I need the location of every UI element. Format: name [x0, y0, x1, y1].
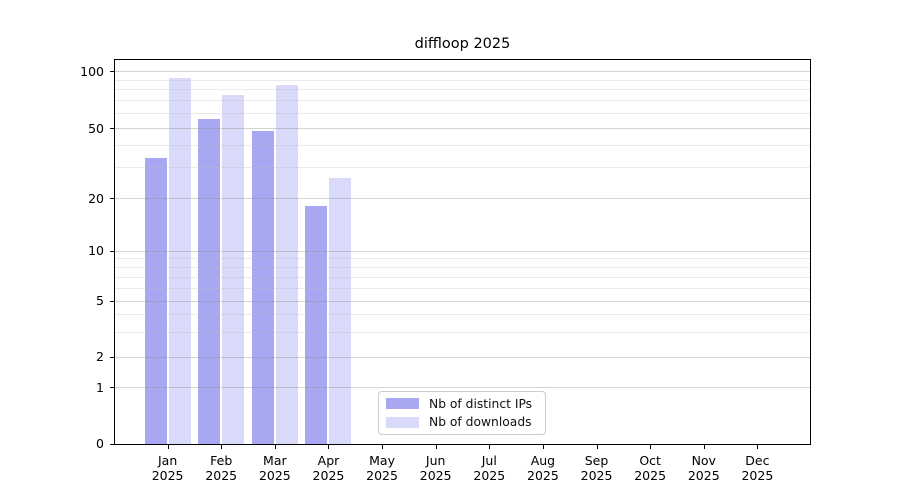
- gridline-minor-y-9: [115, 258, 810, 260]
- legend-label-distinct-ips: Nb of distinct IPs: [429, 396, 533, 411]
- y-tick-label-1: 1: [96, 379, 104, 395]
- legend-item-distinct-ips: Nb of distinct IPs: [386, 396, 538, 412]
- chart-title: diffloop 2025: [414, 36, 511, 52]
- y-tick-mark-1: [110, 387, 114, 388]
- bar-nb-of-downloads-feb: [222, 94, 245, 444]
- x-tick-label-mar: Mar 2025: [258, 453, 291, 483]
- x-tick-label-jun: Jun 2025: [419, 453, 452, 483]
- bar-nb-of-distinct-ips-jan: [144, 157, 167, 444]
- x-tick-mark-jul: [489, 445, 491, 449]
- bar-nb-of-distinct-ips-apr: [305, 206, 328, 444]
- y-tick-label-10: 10: [88, 243, 104, 259]
- gridline-minor-y-60: [115, 113, 810, 115]
- x-tick-mark-oct: [650, 445, 652, 449]
- legend-swatch-downloads: [386, 416, 419, 428]
- x-tick-label-aug: Aug 2025: [527, 453, 559, 483]
- y-tick-mark-10: [110, 250, 114, 252]
- legend-label-downloads: Nb of downloads: [429, 415, 532, 430]
- x-tick-mark-feb: [221, 445, 223, 449]
- y-tick-mark-5: [110, 300, 114, 302]
- y-tick-mark-2: [110, 356, 114, 358]
- legend: Nb of distinct IPs Nb of downloads: [378, 391, 546, 435]
- x-tick-label-nov: Nov 2025: [687, 453, 720, 483]
- bar-nb-of-downloads-mar: [275, 85, 298, 444]
- gridline-y-100: [115, 71, 810, 72]
- y-tick-mark-100: [110, 71, 114, 72]
- y-tick-label-20: 20: [88, 190, 104, 206]
- x-tick-label-sep: Sep 2025: [580, 453, 613, 483]
- gridline-minor-y-8: [115, 266, 810, 268]
- legend-swatch-distinct-ips: [386, 398, 419, 410]
- x-tick-mark-jan: [167, 445, 169, 449]
- gridline-y-1: [115, 387, 810, 388]
- gridline-y-20: [115, 198, 810, 200]
- bar-nb-of-downloads-jan: [168, 77, 191, 444]
- gridline-minor-y-80: [115, 89, 810, 91]
- y-tick-mark-20: [110, 198, 114, 200]
- x-tick-label-jul: Jul 2025: [473, 453, 506, 483]
- gridline-y-50: [115, 128, 810, 130]
- x-tick-mark-mar: [274, 445, 276, 449]
- gridline-minor-y-90: [115, 79, 810, 81]
- x-tick-label-jan: Jan 2025: [151, 453, 184, 483]
- gridline-minor-y-6: [115, 287, 810, 289]
- x-tick-mark-nov: [703, 445, 705, 449]
- gridline-minor-y-7: [115, 276, 810, 278]
- gridline-y-2: [115, 356, 810, 358]
- y-tick-mark-0: [110, 443, 114, 445]
- gridline-minor-y-3: [115, 331, 810, 333]
- x-tick-label-apr: Apr 2025: [312, 453, 345, 483]
- y-tick-label-100: 100: [80, 63, 104, 79]
- gridline-y-10: [115, 250, 810, 252]
- x-tick-mark-sep: [596, 445, 598, 449]
- gridline-y-5: [115, 300, 810, 302]
- x-tick-mark-jun: [435, 445, 437, 449]
- x-tick-label-feb: Feb 2025: [205, 453, 238, 483]
- gridline-minor-y-70: [115, 100, 810, 102]
- y-tick-label-5: 5: [96, 293, 104, 309]
- x-tick-mark-aug: [542, 445, 544, 449]
- x-tick-mark-may: [382, 445, 384, 449]
- y-tick-label-2: 2: [96, 349, 104, 365]
- y-tick-label-0: 0: [96, 436, 104, 452]
- x-tick-mark-dec: [757, 445, 759, 449]
- y-tick-mark-50: [110, 128, 114, 130]
- x-tick-mark-apr: [328, 445, 330, 449]
- bar-nb-of-distinct-ips-mar: [251, 131, 274, 444]
- bar-nb-of-distinct-ips-feb: [198, 118, 221, 444]
- legend-item-downloads: Nb of downloads: [386, 415, 538, 431]
- gridline-minor-y-40: [115, 145, 810, 147]
- x-tick-label-dec: Dec 2025: [741, 453, 774, 483]
- x-tick-label-may: May 2025: [366, 453, 398, 483]
- y-tick-label-50: 50: [88, 120, 104, 136]
- gridline-minor-y-4: [115, 314, 810, 316]
- gridline-minor-y-30: [115, 167, 810, 169]
- bar-nb-of-downloads-apr: [329, 178, 352, 444]
- x-tick-label-oct: Oct 2025: [634, 453, 667, 483]
